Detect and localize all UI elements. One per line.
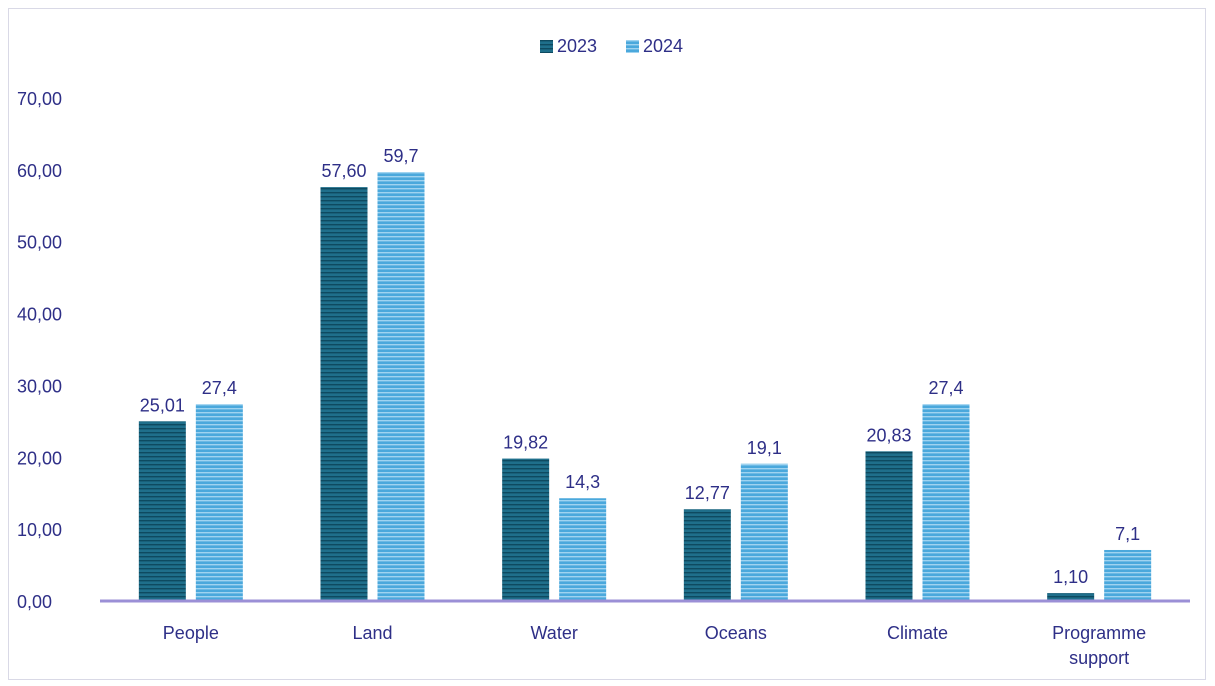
data-label: 19,82 [503, 433, 548, 453]
bar-2024-climate [922, 404, 970, 601]
y-tick-label: 0,00 [17, 592, 52, 612]
bar-2023-land [320, 187, 368, 602]
x-tick-label: Land [352, 623, 392, 643]
data-label: 20,83 [866, 425, 911, 445]
bar-2024-programme-support [1104, 549, 1152, 601]
y-tick-label: 40,00 [17, 305, 62, 325]
data-label: 7,1 [1115, 524, 1140, 544]
data-label: 1,10 [1053, 567, 1088, 587]
y-tick-label: 60,00 [17, 161, 62, 181]
legend-item-2024: 2024 [626, 36, 683, 56]
x-tick-label: Programme support [1052, 623, 1146, 668]
x-tick-label: Climate [887, 623, 948, 643]
legend-label: 2024 [643, 36, 683, 56]
data-label: 14,3 [565, 472, 600, 492]
legend-item-2023: 2023 [540, 36, 597, 56]
x-tick-label: People [163, 623, 219, 643]
data-label: 25,01 [140, 395, 185, 415]
y-tick-label: 10,00 [17, 520, 62, 540]
legend-label: 2023 [557, 36, 597, 56]
data-label: 27,4 [202, 378, 237, 398]
x-axis: People Land Water Oceans Climate Programme sup… [100, 599, 1190, 668]
bar-2023-oceans [683, 509, 731, 601]
data-labels: 25,01 27,4 57,60 59,7 19,82 14,3 12,77 19,1 20,8… [140, 146, 1140, 587]
data-label: 57,60 [321, 161, 366, 181]
x-tick-label: Water [530, 623, 577, 643]
bar-2023-programme-support [1047, 593, 1095, 601]
bars [138, 172, 1152, 602]
x-tick-label: Oceans [705, 623, 767, 643]
bar-2024-land [377, 172, 425, 601]
data-label: 59,7 [383, 146, 418, 166]
y-tick-label: 70,00 [17, 89, 62, 109]
y-axis: 0,00 10,00 20,00 30,00 40,00 50,00 60,00 70,00 [17, 89, 62, 612]
data-label: 27,4 [928, 378, 963, 398]
y-tick-label: 30,00 [17, 376, 62, 396]
data-label: 19,1 [747, 438, 782, 458]
bar-2024-oceans [740, 463, 788, 601]
legend-swatch [540, 40, 553, 53]
bar-2024-water [559, 498, 607, 601]
data-label: 12,77 [685, 483, 730, 503]
legend-swatch [626, 40, 639, 53]
bar-2023-people [138, 421, 186, 601]
bar-2023-water [502, 458, 550, 601]
bar-2023-climate [865, 451, 913, 601]
y-tick-label: 20,00 [17, 448, 62, 468]
bar-2024-people [195, 404, 243, 601]
legend: 2023 2024 [540, 36, 683, 56]
y-tick-label: 50,00 [17, 233, 62, 253]
